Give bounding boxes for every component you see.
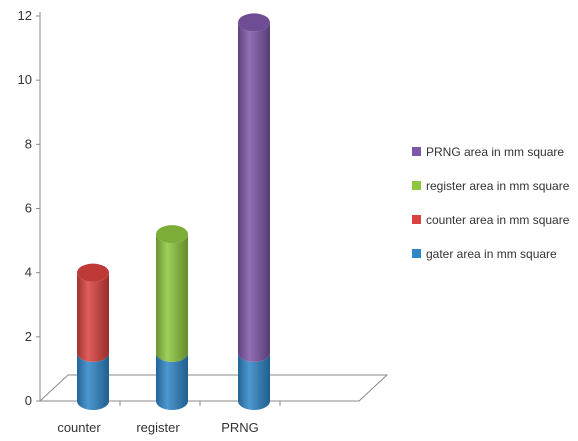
x-axis-labels: counter register PRNG <box>57 420 258 435</box>
y-tick-label: 4 <box>25 265 32 280</box>
legend-label: PRNG area in mm square <box>426 145 564 159</box>
bar-top <box>77 263 109 282</box>
legend-label: counter area in mm square <box>426 213 570 227</box>
bar-top <box>156 225 188 244</box>
legend: PRNG area in mm square register area in m… <box>412 145 570 261</box>
legend-label: register area in mm square <box>426 179 570 193</box>
legend-swatch <box>412 249 421 258</box>
y-tick-label: 10 <box>18 72 32 87</box>
bar-segment <box>238 22 270 362</box>
y-tick-label: 6 <box>25 201 32 216</box>
bar-segment <box>156 234 188 362</box>
x-tick-label: register <box>136 420 180 435</box>
y-tick-label: 8 <box>25 136 32 151</box>
bar-segment <box>238 352 270 410</box>
bar-segment <box>77 272 109 362</box>
bar-segment <box>156 352 188 410</box>
bar-segment <box>77 352 109 410</box>
bars <box>77 13 270 410</box>
x-tick-label: PRNG <box>221 420 259 435</box>
x-tick-label: counter <box>57 420 101 435</box>
y-tick-label: 2 <box>25 329 32 344</box>
legend-label: gater area in mm square <box>426 247 557 261</box>
bar-top <box>238 13 270 32</box>
legend-swatch <box>412 181 421 190</box>
y-axis: 0 2 4 6 8 10 12 <box>18 8 359 408</box>
y-tick-label: 12 <box>18 8 32 23</box>
legend-swatch <box>412 215 421 224</box>
y-tick-label: 0 <box>25 393 32 408</box>
legend-swatch <box>412 147 421 156</box>
